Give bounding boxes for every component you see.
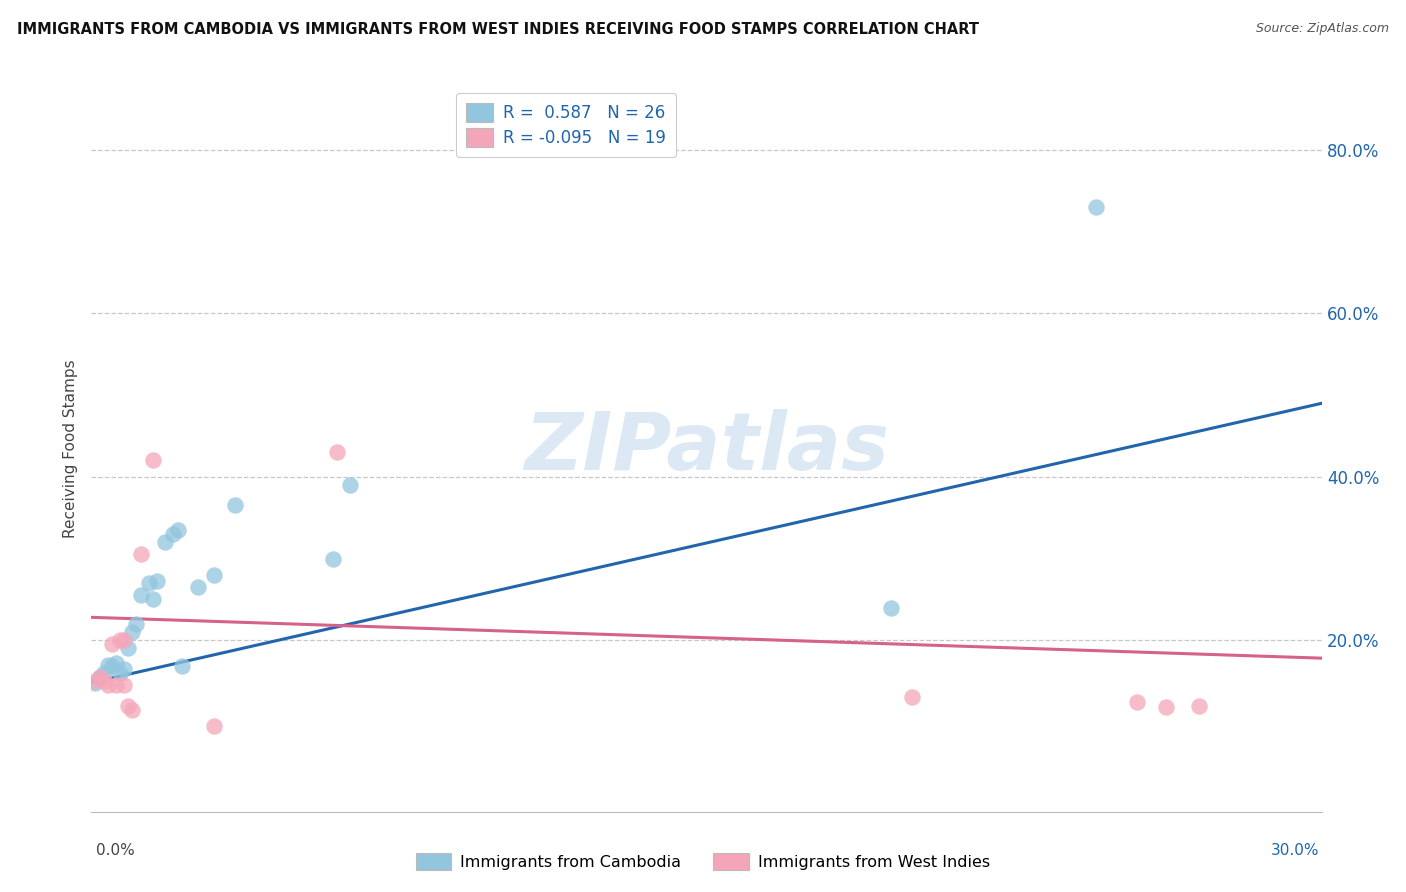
Point — [84, 673, 107, 688]
Point — [880, 600, 903, 615]
Point — [138, 576, 160, 591]
Point — [105, 678, 127, 692]
Point — [117, 698, 139, 713]
Text: Source: ZipAtlas.com: Source: ZipAtlas.com — [1256, 22, 1389, 36]
Legend: Immigrants from Cambodia, Immigrants from West Indies: Immigrants from Cambodia, Immigrants fro… — [409, 847, 997, 877]
Point — [84, 675, 107, 690]
Text: 30.0%: 30.0% — [1271, 843, 1319, 858]
Point — [162, 527, 184, 541]
Point — [224, 499, 246, 513]
Point — [187, 580, 209, 594]
Point — [153, 535, 177, 549]
Point — [142, 453, 165, 467]
Point — [117, 641, 139, 656]
Point — [1126, 695, 1149, 709]
Point — [1085, 200, 1108, 214]
Point — [339, 478, 361, 492]
Point — [129, 548, 152, 562]
Point — [142, 592, 165, 607]
Point — [166, 523, 188, 537]
Point — [121, 625, 143, 640]
Point — [125, 616, 148, 631]
Point — [900, 690, 922, 705]
Point — [105, 656, 127, 670]
Point — [112, 633, 135, 648]
Point — [93, 665, 115, 680]
Y-axis label: Receiving Food Stamps: Receiving Food Stamps — [63, 359, 79, 538]
Point — [89, 670, 111, 684]
Point — [101, 637, 124, 651]
Point — [101, 659, 124, 673]
Point — [108, 665, 131, 680]
Point — [121, 703, 143, 717]
Point — [112, 678, 135, 692]
Point — [93, 673, 115, 688]
Point — [1187, 698, 1209, 713]
Point — [129, 588, 152, 602]
Point — [1154, 700, 1177, 714]
Point — [326, 445, 349, 459]
Point — [89, 670, 111, 684]
Point — [108, 633, 131, 648]
Point — [202, 719, 225, 733]
Point — [202, 567, 225, 582]
Point — [322, 551, 344, 566]
Point — [97, 657, 120, 672]
Point — [170, 659, 193, 673]
Point — [97, 678, 120, 692]
Legend: R =  0.587   N = 26, R = -0.095   N = 19: R = 0.587 N = 26, R = -0.095 N = 19 — [457, 93, 676, 157]
Point — [146, 574, 169, 589]
Text: 0.0%: 0.0% — [96, 843, 135, 858]
Text: IMMIGRANTS FROM CAMBODIA VS IMMIGRANTS FROM WEST INDIES RECEIVING FOOD STAMPS CO: IMMIGRANTS FROM CAMBODIA VS IMMIGRANTS F… — [17, 22, 979, 37]
Point — [112, 662, 135, 676]
Text: ZIPatlas: ZIPatlas — [524, 409, 889, 487]
